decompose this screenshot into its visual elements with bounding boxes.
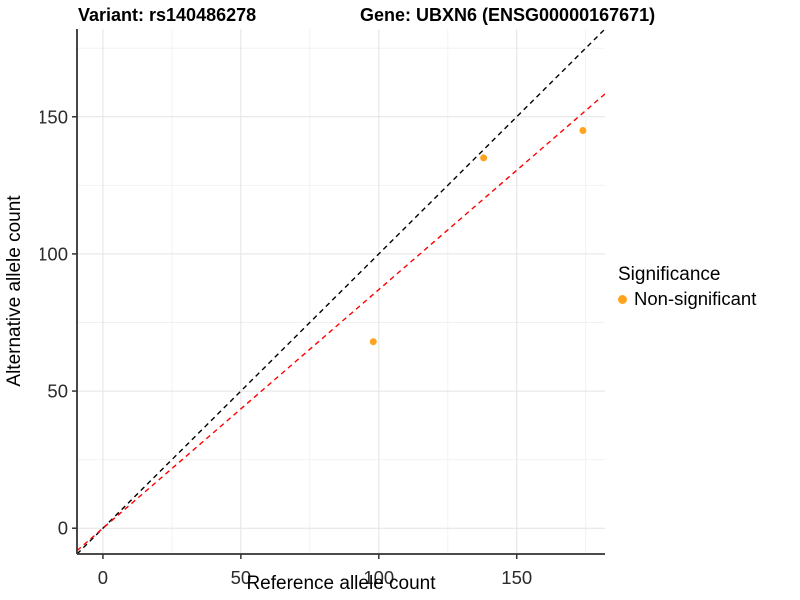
- x-tick-label: 100: [363, 567, 394, 584]
- legend-item-non-significant: Non-significant: [618, 288, 756, 310]
- identity-line: [77, 29, 605, 554]
- legend-title: Significance: [618, 264, 721, 285]
- legend-item-label: Non-significant: [634, 288, 757, 309]
- data-point: [480, 154, 488, 162]
- gene-title: Gene: UBXN6 (ENSG00000167671): [360, 5, 656, 25]
- legend: Significance Non-significant: [618, 264, 756, 310]
- y-tick-label: 50: [47, 381, 68, 402]
- point-marker-icon: [618, 294, 627, 304]
- x-tick-label: 150: [501, 567, 532, 584]
- x-tick-label: 0: [98, 567, 108, 584]
- x-axis-title: Reference allele count: [246, 573, 436, 594]
- y-axis-title: Alternative allele count: [4, 195, 25, 387]
- plot-area: 0 50 100 150 0 50 100 150: [40, 29, 605, 584]
- y-tick-label: 150: [40, 106, 68, 127]
- data-point: [369, 338, 377, 346]
- x-tick-label: 50: [231, 567, 252, 584]
- data-point: [579, 126, 587, 134]
- y-tick-label: 100: [40, 243, 68, 264]
- y-tick-label: 0: [58, 518, 68, 539]
- variant-title: Variant: rs140486278: [78, 5, 257, 25]
